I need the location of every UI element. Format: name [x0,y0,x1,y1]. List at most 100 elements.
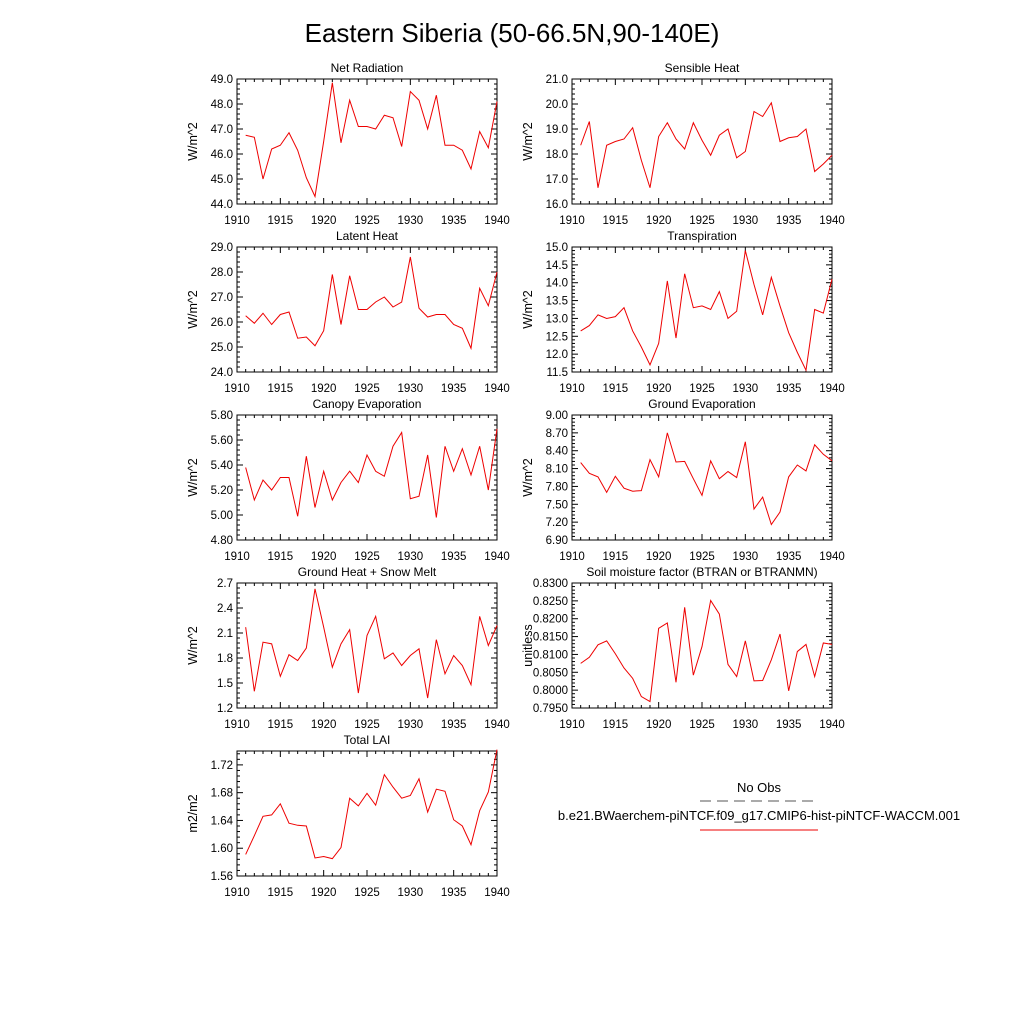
x-tick-label: 1940 [819,215,845,227]
x-tick-label: 1910 [224,719,250,731]
y-tick-label: 0.8150 [533,632,568,644]
y-tick-label: 2.4 [217,603,234,615]
y-tick-label: 12.0 [546,349,568,361]
y-axis-label: W/m^2 [186,458,200,497]
x-tick-label: 1930 [398,551,424,563]
y-axis-label: W/m^2 [186,122,200,161]
y-tick-label: 0.8050 [533,667,568,679]
y-tick-label: 27.0 [211,292,233,304]
panel-0: Net Radiation W/m^2 1910 1915 1920 1925 1930 19… [186,61,510,227]
x-tick-label: 1920 [646,215,672,227]
x-tick-label: 1935 [776,551,802,563]
y-tick-label: 0.8000 [533,685,568,697]
y-tick-label: 9.00 [546,410,568,422]
y-tick-label: 1.8 [217,653,233,665]
x-tick-label: 1925 [689,215,715,227]
x-tick-label: 1940 [819,383,845,395]
y-axis-label: unitless [521,624,535,666]
panel-grid: Net Radiation W/m^2 1910 1915 1920 1925 1930 19… [186,61,845,899]
legend: No Obs b.e21.BWaerchem-piNTCF.f09_g17.CM… [558,780,960,831]
x-tick-label: 1930 [398,719,424,731]
y-axis-label: W/m^2 [521,458,535,497]
y-tick-label: 14.5 [546,260,568,272]
x-tick-label: 1910 [224,887,250,899]
panel-title: Sensible Heat [665,61,740,75]
panel-title: Net Radiation [331,61,404,75]
y-tick-label: 7.80 [546,481,568,493]
x-tick-label: 1935 [776,383,802,395]
y-tick-label: 5.80 [211,410,233,422]
y-tick-label: 18.0 [546,149,568,161]
x-tick-label: 1925 [689,551,715,563]
figure-title: Eastern Siberia (50-66.5N,90-140E) [305,18,720,48]
x-tick-label: 1910 [224,383,250,395]
y-tick-label: 1.60 [211,843,233,855]
x-tick-label: 1940 [484,719,510,731]
x-tick-label: 1910 [559,215,585,227]
y-tick-label: 6.90 [546,535,568,547]
x-tick-label: 1940 [819,551,845,563]
y-tick-label: 7.20 [546,517,568,529]
y-tick-label: 12.5 [546,331,568,343]
series-line [245,256,498,351]
y-tick-label: 13.5 [546,296,568,308]
y-tick-label: 24.0 [211,367,233,379]
y-tick-label: 1.64 [211,815,234,827]
series-line [245,588,498,699]
y-tick-label: 21.0 [546,74,568,86]
x-tick-label: 1920 [311,215,337,227]
plot-frame [236,414,498,541]
plot-frame [236,582,498,709]
x-tick-label: 1910 [559,551,585,563]
x-tick-label: 1935 [441,383,467,395]
y-tick-label: 0.8300 [533,578,568,590]
y-tick-label: 0.8200 [533,614,568,626]
y-tick-label: 5.40 [211,460,233,472]
legend-obs-label: No Obs [737,780,782,795]
panel-title: Total LAI [344,733,391,747]
plot-frame [571,246,833,373]
y-tick-label: 1.68 [211,788,233,800]
x-tick-label: 1925 [354,887,380,899]
x-tick-label: 1920 [311,887,337,899]
y-tick-label: 14.0 [546,278,568,290]
panel-title: Ground Heat + Snow Melt [298,565,437,579]
y-tick-label: 0.8100 [533,649,568,661]
panel-title: Transpiration [667,229,737,243]
series-line [580,101,833,188]
x-tick-label: 1910 [559,719,585,731]
panel-5: Ground Evaporation W/m^2 1910 1915 1920 1925 1… [521,397,845,563]
x-tick-label: 1925 [689,383,715,395]
x-tick-label: 1920 [646,383,672,395]
x-tick-label: 1940 [484,551,510,563]
y-tick-label: 17.0 [546,174,568,186]
y-tick-label: 15.0 [546,242,568,254]
y-tick-label: 49.0 [211,74,233,86]
panel-6: Ground Heat + Snow Melt W/m^2 1910 1915 1920… [186,565,510,731]
x-tick-label: 1930 [733,383,759,395]
y-tick-label: 25.0 [211,342,233,354]
x-tick-label: 1915 [268,719,294,731]
y-tick-label: 2.1 [217,628,233,640]
x-tick-label: 1930 [398,383,424,395]
x-tick-label: 1935 [441,215,467,227]
x-tick-label: 1940 [484,383,510,395]
y-tick-label: 5.60 [211,435,233,447]
panel-2: Latent Heat W/m^2 1910 1915 1920 1925 1930 1935… [186,229,510,395]
y-axis-label: W/m^2 [186,626,200,665]
y-tick-label: 8.40 [546,446,568,458]
x-tick-label: 1940 [484,215,510,227]
y-tick-label: 48.0 [211,99,233,111]
y-tick-label: 1.5 [217,678,233,690]
x-tick-label: 1925 [354,215,380,227]
x-tick-label: 1935 [441,887,467,899]
x-tick-label: 1920 [311,719,337,731]
y-tick-label: 0.7950 [533,703,568,715]
x-tick-label: 1920 [646,551,672,563]
x-tick-label: 1915 [603,551,629,563]
panel-3: Transpiration W/m^2 1910 1915 1920 1925 1930 19… [521,229,845,395]
x-tick-label: 1930 [733,215,759,227]
y-tick-label: 1.72 [211,760,233,772]
series-line [245,82,498,199]
